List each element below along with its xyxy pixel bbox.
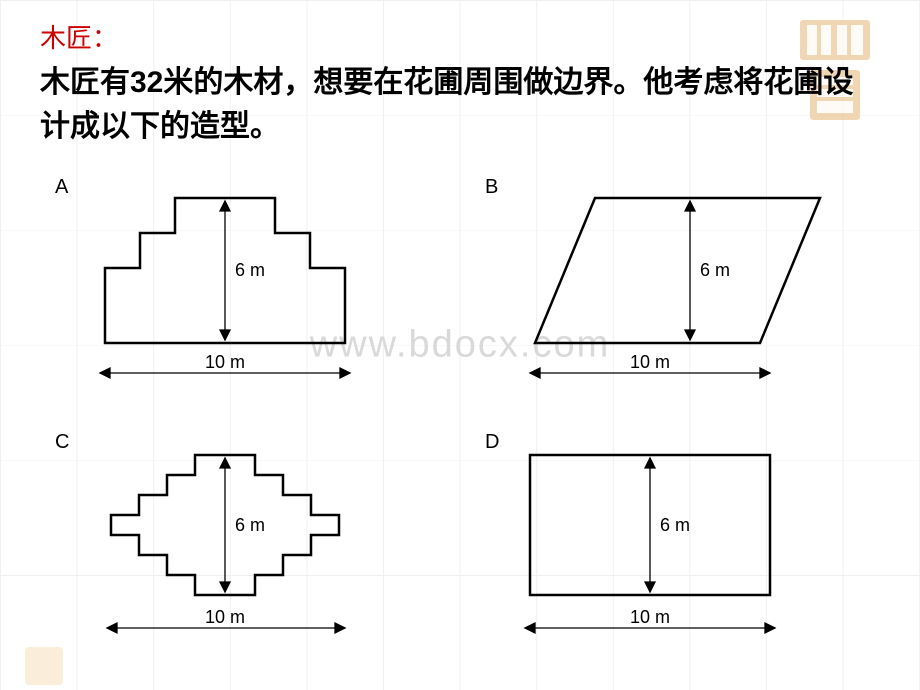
header-label: 木匠： xyxy=(40,18,880,55)
figure-b: B 6 m 10 m xyxy=(475,168,875,403)
figure-d-height-label: 6 m xyxy=(660,515,690,535)
figure-d-label: D xyxy=(485,431,499,453)
figure-d: D 6 m 10 m xyxy=(475,423,875,658)
figure-c-height-label: 6 m xyxy=(235,515,265,535)
figure-a-svg: A 6 m 10 m xyxy=(45,168,445,403)
figure-d-svg: D 6 m 10 m xyxy=(475,423,875,658)
figure-a-height-arrow xyxy=(220,201,230,340)
figure-c: C 6 m 10 m xyxy=(45,423,445,658)
figure-c-width-label: 10 m xyxy=(205,607,245,627)
figure-d-height-arrow xyxy=(645,458,655,592)
figure-b-svg: B 6 m 10 m xyxy=(475,168,875,403)
figure-b-height-arrow xyxy=(685,201,695,340)
problem-text: 木匠有32米的木材，想要在花圃周围做边界。他考虑将花圃设计成以下的造型。 xyxy=(40,61,880,148)
figure-a: A 6 m 10 m xyxy=(45,168,445,403)
figure-b-width-label: 10 m xyxy=(630,352,670,372)
figure-c-svg: C 6 m 10 m xyxy=(45,423,445,658)
figure-a-width-label: 10 m xyxy=(205,352,245,372)
figure-c-label: C xyxy=(55,431,69,453)
figure-b-height-label: 6 m xyxy=(700,260,730,280)
figure-b-label: B xyxy=(485,176,498,198)
main-content: 木匠： 木匠有32米的木材，想要在花圃周围做边界。他考虑将花圃设计成以下的造型。… xyxy=(0,0,920,658)
figures-grid: A 6 m 10 m B xyxy=(40,168,880,658)
figure-c-height-arrow xyxy=(220,458,230,592)
figure-d-width-label: 10 m xyxy=(630,607,670,627)
figure-a-height-label: 6 m xyxy=(235,260,265,280)
figure-a-label: A xyxy=(55,176,69,198)
figure-b-shape xyxy=(535,198,820,343)
